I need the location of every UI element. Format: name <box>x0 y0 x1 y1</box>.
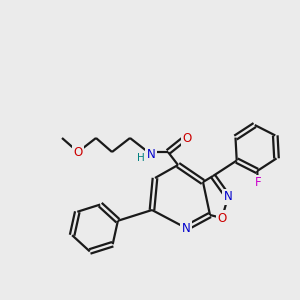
Text: H: H <box>137 153 145 163</box>
Text: N: N <box>182 221 190 235</box>
Text: O: O <box>182 131 192 145</box>
Text: N: N <box>224 190 232 203</box>
Text: F: F <box>255 176 261 189</box>
Text: O: O <box>74 146 82 158</box>
Text: N: N <box>147 148 155 160</box>
Text: O: O <box>218 212 226 224</box>
